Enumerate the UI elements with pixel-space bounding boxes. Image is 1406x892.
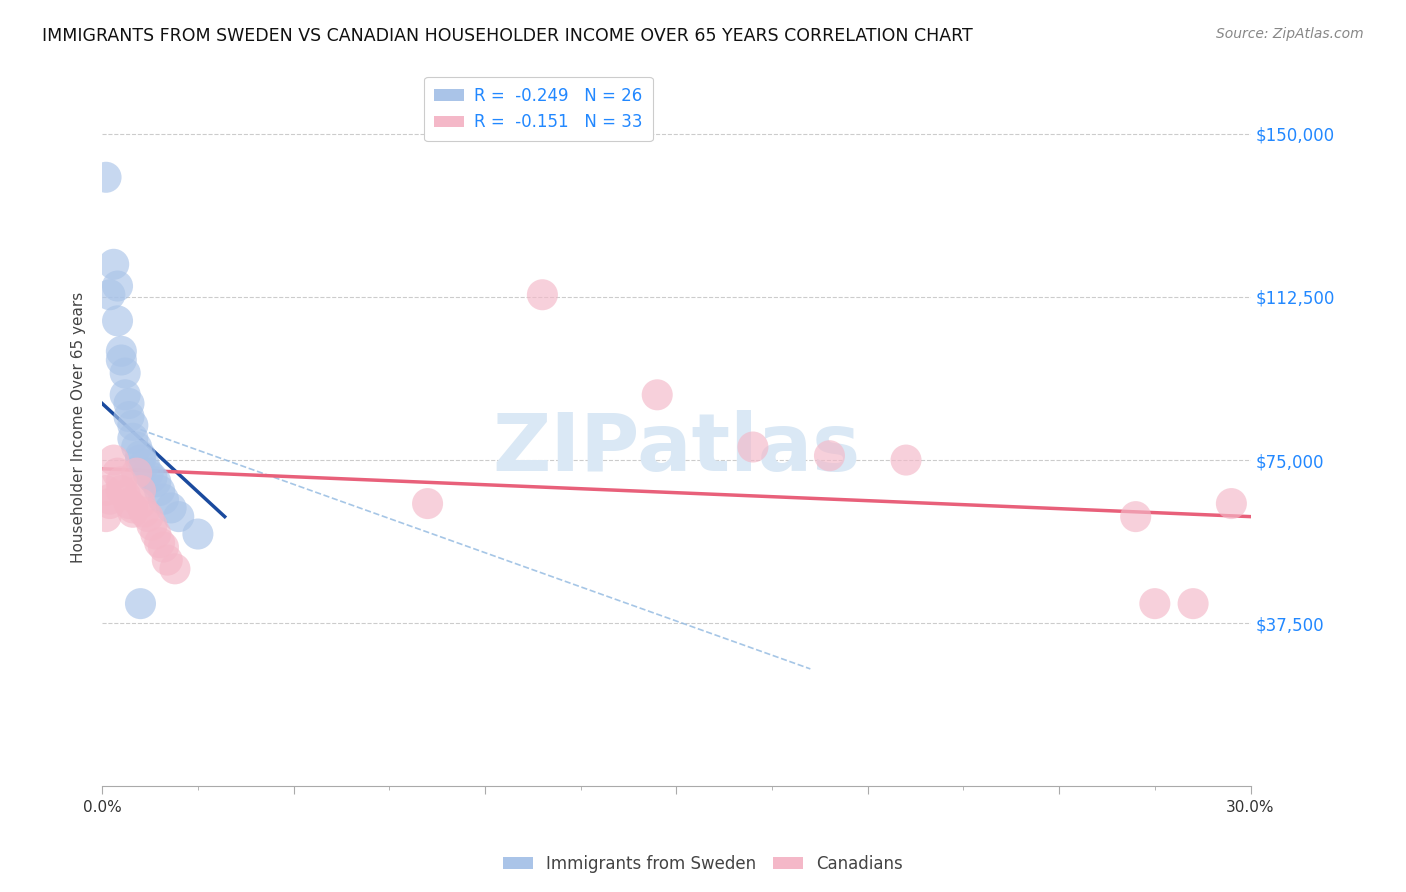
Text: IMMIGRANTS FROM SWEDEN VS CANADIAN HOUSEHOLDER INCOME OVER 65 YEARS CORRELATION : IMMIGRANTS FROM SWEDEN VS CANADIAN HOUSE… [42, 27, 973, 45]
Point [110, 344, 132, 359]
Legend: R =  -0.249   N = 26, R =  -0.151   N = 33: R = -0.249 N = 26, R = -0.151 N = 33 [425, 77, 652, 141]
Point [129, 449, 152, 463]
Point [118, 409, 141, 424]
Point [152, 492, 174, 507]
Text: ZIPatlas: ZIPatlas [492, 410, 860, 488]
Point [1182, 597, 1205, 611]
Point [1125, 509, 1147, 524]
Point [121, 431, 143, 445]
Point [107, 466, 129, 480]
Point [107, 314, 129, 328]
Point [152, 540, 174, 554]
Point [531, 287, 554, 301]
Point [110, 475, 132, 489]
Point [894, 453, 917, 467]
Point [118, 396, 141, 410]
Point [121, 500, 143, 515]
Point [129, 453, 152, 467]
Point [94, 483, 117, 498]
Point [129, 497, 152, 511]
Point [129, 483, 152, 498]
Point [163, 562, 186, 576]
Y-axis label: Householder Income Over 65 years: Householder Income Over 65 years [72, 292, 86, 563]
Point [141, 470, 163, 484]
Point [98, 492, 121, 507]
Point [416, 497, 439, 511]
Point [1143, 597, 1166, 611]
Point [134, 458, 156, 472]
Point [110, 483, 132, 498]
Point [134, 505, 156, 519]
Point [118, 497, 141, 511]
Point [149, 483, 172, 498]
Point [94, 170, 117, 185]
Point [107, 279, 129, 293]
Point [187, 527, 209, 541]
Point [645, 388, 668, 402]
Legend: Immigrants from Sweden, Canadians: Immigrants from Sweden, Canadians [496, 848, 910, 880]
Point [103, 257, 125, 271]
Point [1220, 497, 1243, 511]
Point [121, 505, 143, 519]
Point [141, 518, 163, 533]
Point [98, 497, 121, 511]
Point [145, 475, 167, 489]
Point [156, 553, 179, 567]
Point [742, 440, 765, 454]
Point [145, 527, 167, 541]
Point [160, 500, 183, 515]
Text: Source: ZipAtlas.com: Source: ZipAtlas.com [1216, 27, 1364, 41]
Point [818, 449, 841, 463]
Point [136, 466, 159, 480]
Point [125, 466, 148, 480]
Point [114, 366, 136, 380]
Point [103, 453, 125, 467]
Point [98, 287, 121, 301]
Point [136, 509, 159, 524]
Point [110, 353, 132, 368]
Point [167, 509, 190, 524]
Point [114, 388, 136, 402]
Point [125, 440, 148, 454]
Point [129, 597, 152, 611]
Point [94, 509, 117, 524]
Point [114, 488, 136, 502]
Point [121, 418, 143, 433]
Point [149, 535, 172, 549]
